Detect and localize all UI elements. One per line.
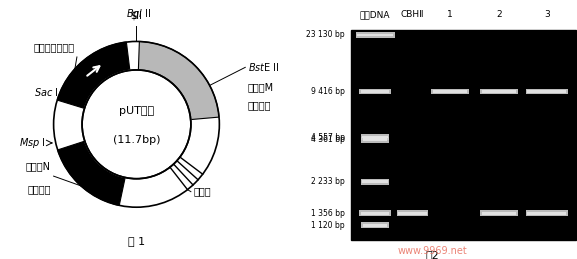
Bar <box>527 212 566 215</box>
Bar <box>433 90 467 93</box>
Text: 标准DNA: 标准DNA <box>360 10 390 19</box>
Bar <box>361 134 389 140</box>
Bar <box>363 224 387 227</box>
Bar <box>361 90 389 93</box>
Circle shape <box>82 70 191 179</box>
Text: 1 120 bp: 1 120 bp <box>311 221 344 230</box>
Bar <box>397 210 428 216</box>
Text: 4 557 bp: 4 557 bp <box>311 133 344 141</box>
Bar <box>398 212 427 215</box>
Text: (11.7bp): (11.7bp) <box>113 135 160 145</box>
Text: 抗生素N: 抗生素N <box>26 161 51 171</box>
Bar <box>362 181 388 183</box>
Text: 1: 1 <box>447 10 453 19</box>
Bar <box>363 138 387 141</box>
Bar <box>355 32 395 38</box>
Bar <box>526 89 568 94</box>
Text: pUT质粒: pUT质粒 <box>119 106 154 116</box>
Bar <box>361 179 389 185</box>
Text: CBHⅡ: CBHⅡ <box>401 10 424 19</box>
Wedge shape <box>138 41 219 120</box>
Circle shape <box>82 70 191 179</box>
Circle shape <box>54 41 219 207</box>
Bar <box>431 89 469 94</box>
Text: 抗生素M: 抗生素M <box>248 82 274 92</box>
Text: $Msp$ I: $Msp$ I <box>19 136 46 150</box>
Text: 抗性基因: 抗性基因 <box>248 100 271 110</box>
Bar <box>359 210 391 216</box>
Text: 9 416 bp: 9 416 bp <box>311 87 344 96</box>
Bar <box>482 90 516 93</box>
Bar <box>480 89 518 94</box>
Bar <box>362 136 388 139</box>
Bar <box>359 89 391 94</box>
Text: 图 1: 图 1 <box>128 236 145 246</box>
Text: 3: 3 <box>544 10 549 19</box>
Text: 1 356 bp: 1 356 bp <box>311 209 344 218</box>
Text: $II: $II <box>130 11 143 21</box>
Bar <box>350 30 575 240</box>
Bar <box>361 222 389 228</box>
Text: 抗性基因: 抗性基因 <box>28 184 51 194</box>
Bar <box>482 212 516 215</box>
Text: 23 130 bp: 23 130 bp <box>306 31 344 39</box>
Bar <box>357 34 393 37</box>
Text: 高效表达启动子: 高效表达启动子 <box>33 42 74 52</box>
Bar <box>361 212 389 215</box>
Text: $Sac$ I: $Sac$ I <box>34 86 59 98</box>
Bar <box>480 210 518 216</box>
Text: 终止子: 终止子 <box>193 187 211 197</box>
Text: $Bgl$ II: $Bgl$ II <box>126 7 152 21</box>
Bar <box>527 90 566 93</box>
Text: www.9969.net: www.9969.net <box>398 246 467 256</box>
Text: 2: 2 <box>496 10 502 19</box>
Bar <box>361 137 389 143</box>
Bar <box>526 210 568 216</box>
Wedge shape <box>57 42 130 109</box>
Text: $Bst$E II: $Bst$E II <box>248 61 279 73</box>
Text: 2 233 bp: 2 233 bp <box>311 177 344 186</box>
Text: 图2: 图2 <box>426 250 440 259</box>
Text: 4 361 bp: 4 361 bp <box>311 135 344 144</box>
Wedge shape <box>58 141 125 205</box>
